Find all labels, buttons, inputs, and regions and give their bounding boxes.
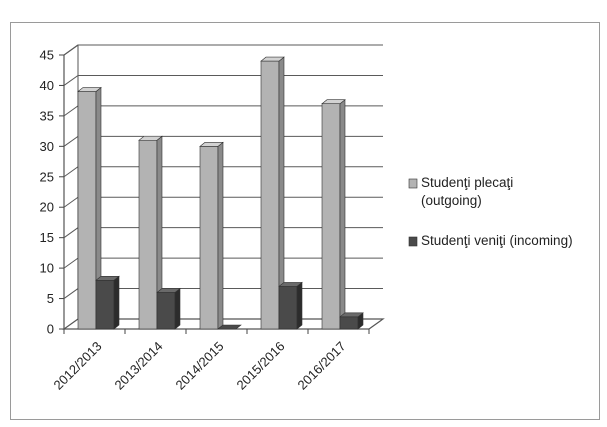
bar-front [95,279,115,330]
bar-side [217,141,224,330]
gridline [63,44,383,56]
bar-top [199,142,224,147]
y-tick-label: 15 [40,230,54,245]
legend-label: Studenţi veniţi (incoming) [421,233,573,248]
bar-top [95,275,120,281]
bar-side [174,287,181,330]
legend-swatch [408,236,418,247]
y-tick-label: 25 [40,169,54,184]
bar-front [339,316,359,330]
bar-front [77,91,97,330]
x-tick-label: 2014/2015 [173,339,227,393]
chart-frame: 0 5 10 15 20 25 30 35 40 45 2012/2013 2013/2014 201… [10,22,600,420]
bar-side [113,275,120,330]
bar-top [260,56,285,62]
bar-front [260,60,280,330]
bar-front [321,103,341,330]
bar-top [321,99,346,105]
bar-top [339,312,364,318]
y-tick-label: 40 [40,78,54,93]
x-axis-ticks: 2012/2013 2013/2014 2014/2015 2015/2016 2016… [51,329,370,393]
bar-top [77,87,102,92]
bar-top [138,135,163,141]
y-tick-label: 45 [40,48,54,63]
bar-front [199,146,219,330]
bar-front [278,286,298,330]
y-tick-label: 30 [40,139,54,154]
bar-side [296,281,303,330]
y-tick-label: 35 [40,108,54,123]
bar-front [156,292,176,330]
legend-label: (outgoing) [421,193,482,208]
legend-label: Studenţi plecaţi [421,175,513,190]
bar-side [339,99,346,330]
legend-swatch [408,178,418,189]
bar-top [156,288,181,293]
x-tick-label: 2016/2017 [295,339,349,393]
x-tick-label: 2013/2014 [112,339,166,393]
y-axis-line [63,44,79,329]
bar-front [138,139,158,330]
y-tick-label: 5 [47,291,54,306]
y-tick-label: 0 [47,322,54,337]
bar-top [278,282,303,287]
gridline [63,74,383,86]
bar-top [217,324,242,330]
y-tick-label: 10 [40,261,54,276]
x-tick-label: 2015/2016 [234,339,288,393]
bars [77,56,364,330]
legend: Studenţi plecaţi (outgoing) Studenţi veniţ… [408,175,573,248]
x-tick-label: 2012/2013 [51,339,105,393]
y-tick-label: 20 [40,200,54,215]
y-axis-ticks: 0 5 10 15 20 25 30 35 40 45 [40,48,64,337]
